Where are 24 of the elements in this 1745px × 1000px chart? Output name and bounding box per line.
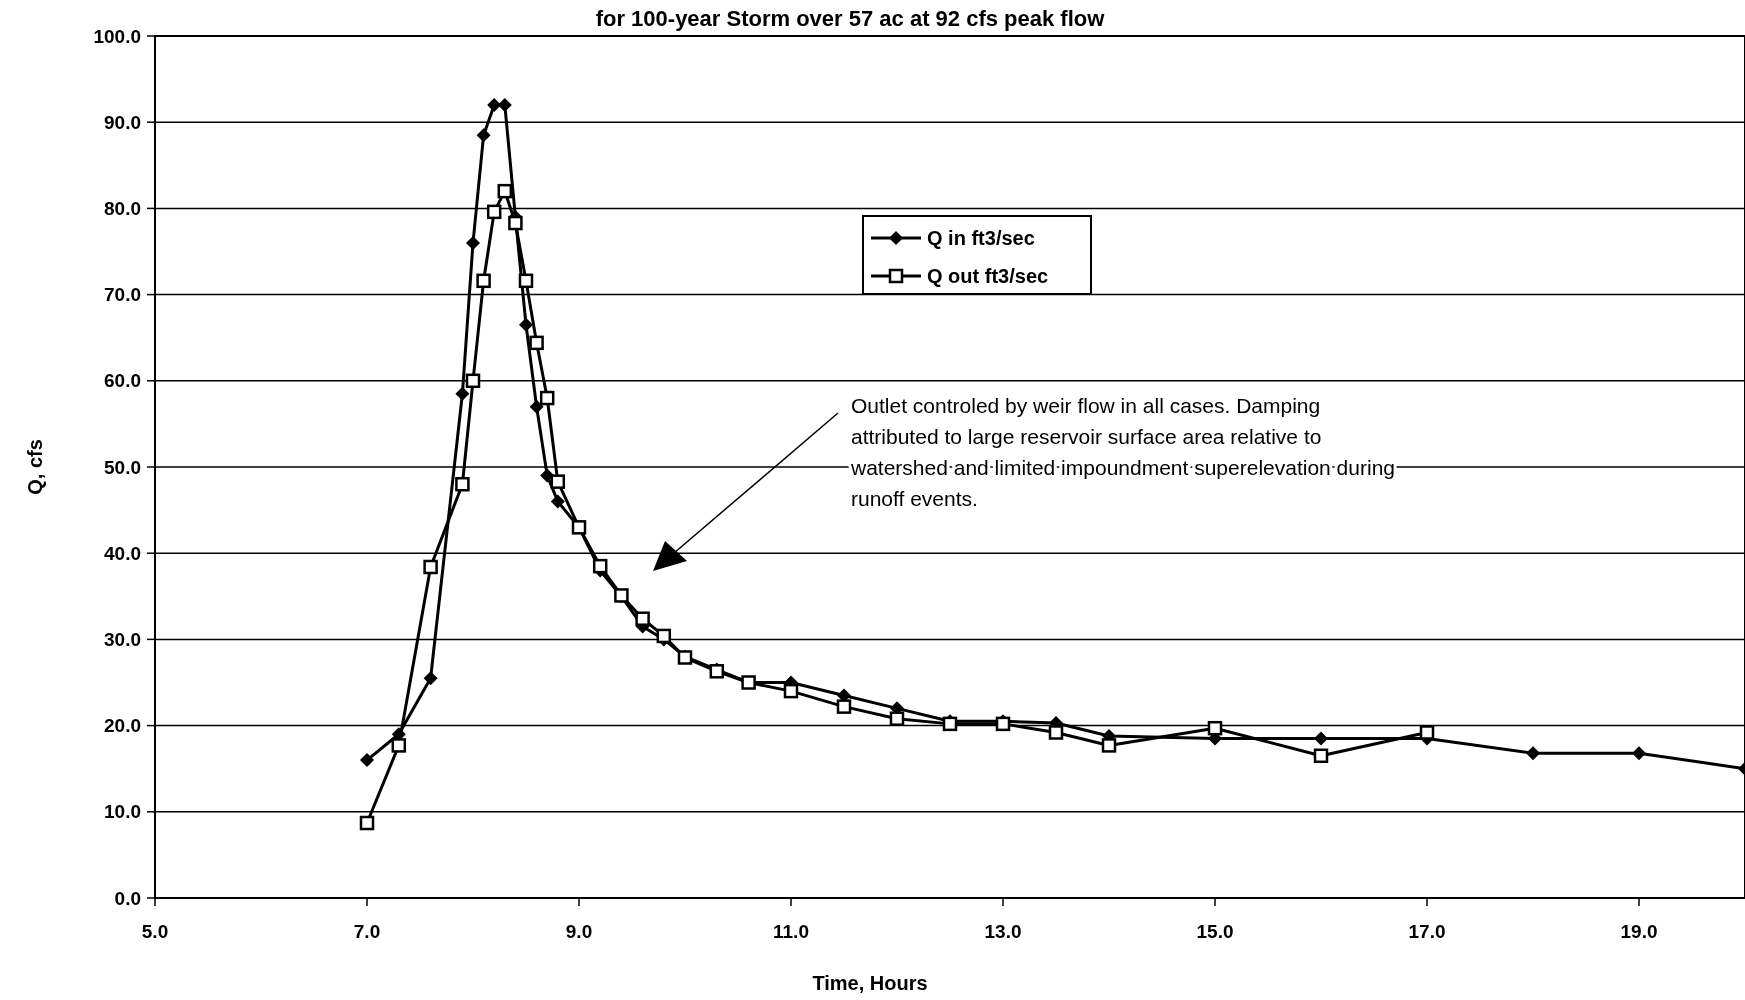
x-tick-label: 17.0 — [1408, 921, 1446, 942]
x-tick-label: 7.0 — [353, 921, 381, 942]
y-tick-label: 100.0 — [93, 25, 141, 47]
x-axis-title: Time, Hours — [812, 972, 928, 994]
x-tick-label: 5.0 — [141, 921, 169, 942]
x-tick-label: 13.0 — [984, 921, 1022, 942]
y-tick-label: 60.0 — [104, 370, 141, 392]
legend-label: Q out ft3/sec — [927, 265, 1049, 287]
y-tick-label: 30.0 — [104, 629, 141, 651]
x-tick-label: 19.0 — [1620, 921, 1658, 942]
x-tick-label: 9.0 — [565, 921, 593, 942]
y-tick-label: 80.0 — [104, 198, 141, 220]
y-tick-label: 0.0 — [114, 887, 141, 909]
y-axis-title: Q, cfs — [24, 439, 46, 495]
y-tick-label: 50.0 — [104, 456, 141, 478]
y-tick-label: 90.0 — [104, 111, 141, 133]
x-tick-label: 15.0 — [1196, 921, 1234, 942]
y-tick-label: 10.0 — [104, 801, 141, 823]
legend-label: Q in ft3/sec — [927, 227, 1035, 249]
x-tick-label: 11.0 — [773, 921, 809, 942]
y-tick-label: 20.0 — [104, 715, 141, 737]
y-tick-label: 40.0 — [104, 542, 141, 564]
chart-title: for 100-year Storm over 57 ac at 92 cfs peak flow — [595, 6, 1106, 31]
y-tick-label: 70.0 — [104, 284, 141, 306]
